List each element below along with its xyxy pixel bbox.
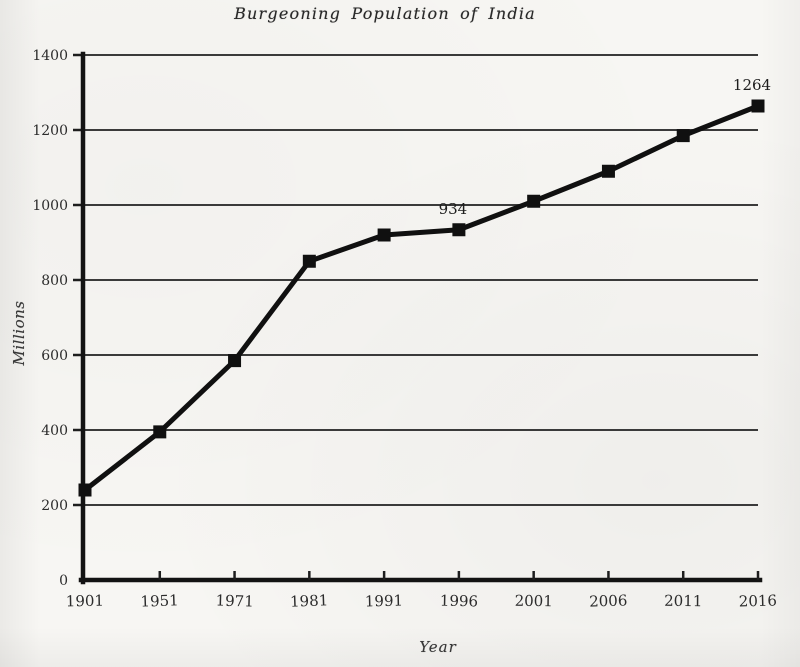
x-tick-label-1996: 1996 — [440, 592, 479, 611]
data-point-2011 — [676, 129, 690, 143]
x-tick-label-1991: 1991 — [365, 592, 404, 611]
y-tick-label-1400: 1400 — [32, 48, 68, 64]
data-label-1996: 934 — [439, 200, 468, 218]
data-point-2016 — [751, 99, 765, 113]
data-point-1981 — [302, 254, 316, 268]
data-point-1991 — [377, 228, 391, 242]
data-point-2006 — [601, 164, 615, 178]
y-tick-label-200: 200 — [41, 498, 68, 514]
x-tick-label-1971: 1971 — [215, 591, 254, 610]
x-tick-label-2006: 2006 — [589, 591, 628, 610]
y-tick-label-600: 600 — [41, 348, 68, 364]
x-tick-label-2016: 2016 — [739, 592, 778, 611]
y-tick-label-400: 400 — [41, 423, 68, 439]
population-data-line — [82, 103, 761, 493]
y-tick-label-800: 800 — [41, 273, 68, 289]
x-tick-label-2011: 2011 — [664, 592, 702, 610]
data-point-1951 — [153, 425, 167, 439]
x-axis-title: Year — [419, 638, 457, 656]
data-point-2001 — [527, 194, 541, 208]
chart-title: Burgeoning Population of India — [234, 4, 536, 23]
x-tick-label-1951: 1951 — [140, 591, 179, 610]
y-tick-label-0: 0 — [59, 573, 68, 589]
data-point-1996 — [452, 223, 466, 237]
x-tick-label-1901: 1901 — [66, 592, 105, 611]
data-point-1971 — [228, 354, 242, 368]
y-tick-label-1200: 1200 — [32, 123, 68, 139]
data-label-2016: 1264 — [733, 76, 771, 94]
data-point-1901 — [78, 483, 92, 497]
x-tick-label-1981: 1981 — [290, 591, 329, 610]
x-tick-label-2001: 2001 — [515, 592, 553, 611]
y-tick-label-1000: 1000 — [32, 198, 68, 214]
population-line-chart: 0 200 400 600 800 1000 1200 1400 1901 1951 1971 198… — [32, 48, 778, 611]
